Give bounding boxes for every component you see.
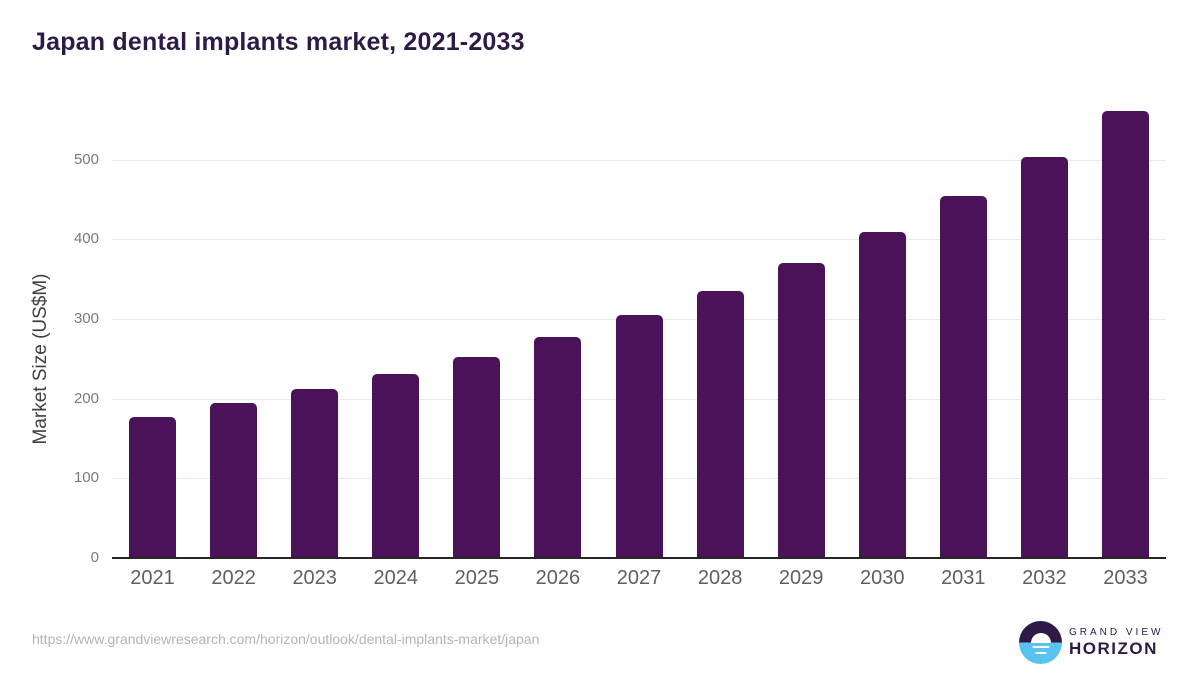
x-tick-2027: 2027 — [616, 567, 662, 589]
bar-2033[interactable] — [1101, 111, 1149, 558]
gridline-500 — [112, 159, 1166, 161]
bar-column-2028 — [680, 291, 761, 558]
bar-column-2030 — [842, 232, 923, 558]
sun-shape — [1030, 632, 1051, 643]
x-tick-2028: 2028 — [697, 567, 743, 589]
bar-column-2032 — [1004, 157, 1085, 558]
gridline-400 — [112, 239, 1166, 241]
logo-grand-view-label: GRAND VIEW — [1069, 626, 1164, 638]
y-tick-100: 100 — [73, 469, 99, 487]
x-tick-2023: 2023 — [292, 567, 337, 589]
bar-column-2021 — [112, 417, 193, 558]
x-tick-2032: 2032 — [1022, 567, 1067, 589]
bar-2024[interactable] — [372, 374, 420, 558]
y-tick-500: 500 — [73, 150, 99, 168]
bar-2025[interactable] — [453, 357, 501, 558]
brand-logo: GRAND VIEW HORIZON — [1019, 621, 1163, 664]
bar-column-2022 — [193, 402, 274, 558]
x-tick-2022: 2022 — [211, 567, 256, 589]
x-axis-line — [112, 557, 1166, 559]
bar-2030[interactable] — [858, 232, 906, 558]
bars-container — [112, 100, 1166, 558]
bar-2029[interactable] — [777, 263, 825, 558]
y-tick-200: 200 — [73, 389, 99, 407]
bar-column-2033 — [1085, 111, 1166, 558]
bar-column-2027 — [598, 315, 679, 558]
x-tick-2029: 2029 — [778, 567, 824, 589]
x-axis-tick-labels: 2021 2022 2023 2024 2025 2026 2027 2028 2029 2030… — [112, 567, 1166, 590]
x-tick-2026: 2026 — [535, 567, 581, 589]
logo-horizon-label: HORIZON — [1069, 638, 1158, 658]
logo-text: GRAND VIEW HORIZON — [1069, 627, 1163, 659]
bar-column-2023 — [274, 389, 355, 558]
bar-column-2026 — [517, 337, 598, 558]
bar-2026[interactable] — [534, 337, 582, 558]
bar-column-2029 — [761, 263, 842, 558]
bar-column-2024 — [355, 374, 436, 558]
chart-title: Japan dental implants market, 2021-2033 — [32, 28, 525, 56]
x-tick-2030: 2030 — [859, 567, 905, 589]
bar-2027[interactable] — [615, 315, 663, 558]
bar-2022[interactable] — [210, 402, 258, 558]
horizon-line-short — [1035, 651, 1046, 654]
bar-2032[interactable] — [1020, 157, 1068, 558]
horizon-line — [1032, 645, 1049, 648]
source-url: https://www.grandviewresearch.com/horizo… — [32, 631, 540, 647]
bar-2023[interactable] — [291, 389, 339, 558]
y-axis-title: Market Size (US$M) — [30, 273, 51, 445]
bar-2028[interactable] — [696, 291, 744, 558]
x-tick-2033: 2033 — [1103, 567, 1148, 589]
y-tick-0: 0 — [90, 549, 99, 566]
bar-2021[interactable] — [129, 417, 177, 558]
horizon-sunrise-icon — [1019, 621, 1062, 664]
y-tick-300: 300 — [73, 310, 99, 328]
x-tick-2024: 2024 — [373, 567, 419, 589]
bar-column-2031 — [923, 196, 1004, 558]
bar-2031[interactable] — [939, 196, 987, 558]
x-tick-2021: 2021 — [130, 567, 175, 589]
plot-area — [112, 100, 1166, 559]
x-tick-2025: 2025 — [454, 567, 500, 589]
bar-column-2025 — [436, 357, 517, 558]
x-tick-2031: 2031 — [941, 567, 986, 589]
y-tick-400: 400 — [73, 230, 99, 248]
